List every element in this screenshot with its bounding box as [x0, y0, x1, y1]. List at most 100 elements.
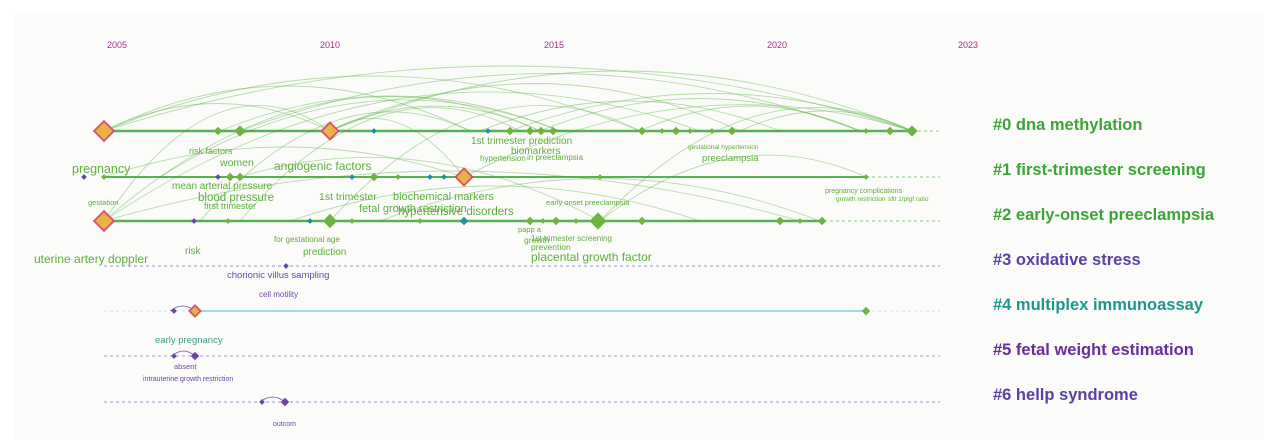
term-pregnancy: pregnancy: [72, 162, 131, 176]
citation-arc-2: [103, 65, 913, 132]
year-label-2005: 2005: [106, 40, 128, 50]
node-32: [92, 209, 116, 233]
node-3: [320, 121, 340, 141]
term-angiogenic-factors: angiogenic factors: [274, 159, 372, 173]
cluster-label-3[interactable]: #3 oxidative stress: [993, 251, 1141, 269]
node-18: [906, 125, 918, 137]
term-absent: absent: [174, 362, 197, 371]
term-preeclampsia: preeclampsia: [702, 153, 759, 164]
node-43: [573, 218, 579, 224]
citation-arc-0: [103, 85, 471, 132]
node-52: [861, 306, 871, 316]
term-gestation: gestation: [88, 198, 119, 207]
term-hypertension: hypertension: [480, 154, 526, 163]
term-hypertensive-disorders: hypertensive disorders: [398, 206, 514, 218]
node-17: [885, 126, 895, 136]
term-pregnancy-complications: pregnancy complications: [825, 188, 903, 195]
citation-arc-10: [103, 96, 541, 222]
node-50: [171, 308, 177, 314]
cluster-label-0[interactable]: #0 dna methylation: [993, 116, 1143, 134]
citation-arc-11: [103, 91, 701, 222]
citation-arc-23: [639, 105, 861, 132]
node-42: [551, 216, 561, 226]
term-papp-a: papp a: [518, 225, 541, 234]
term-early-onset-preeclampsia: early onset preeclampsia: [546, 198, 630, 207]
node-13: [687, 128, 693, 134]
node-9: [548, 126, 558, 136]
citation-arc-16: [329, 117, 465, 178]
year-label-2015: 2015: [543, 40, 565, 50]
node-0: [92, 119, 116, 143]
citation-arc-25: [199, 111, 471, 222]
year-label-2010: 2010: [319, 40, 341, 50]
term-sflt-plgf-ratio: sflt 1/plgf ratio: [888, 196, 929, 203]
node-21: [215, 174, 221, 180]
node-44: [589, 212, 607, 230]
cluster-label-4[interactable]: #4 multiplex immunoassay: [993, 296, 1203, 314]
citation-arc-17: [103, 146, 465, 178]
node-4: [371, 128, 377, 134]
node-25: [369, 172, 379, 182]
term-1st-trimester: 1st trimester: [319, 191, 377, 203]
node-37: [349, 218, 355, 224]
node-22: [225, 172, 235, 182]
citation-arc-1: [103, 75, 641, 132]
node-49: [283, 263, 289, 269]
node-26: [395, 174, 401, 180]
node-41: [540, 218, 546, 224]
term-uterine-artery-doppler: uterine artery doppler: [34, 252, 149, 266]
term-cell-motility: cell motility: [259, 290, 299, 299]
node-27: [427, 174, 433, 180]
node-55: [259, 399, 265, 405]
node-16: [863, 128, 869, 134]
node-31: [863, 174, 869, 180]
citation-arc-18: [239, 156, 601, 222]
node-35: [307, 218, 313, 224]
term-growth: growth: [524, 235, 550, 245]
citation-arc-24: [159, 99, 561, 178]
term-first-trimester: first trimester: [204, 201, 257, 211]
citation-arc-15: [463, 104, 913, 178]
term-outcome: outcom: [273, 421, 296, 428]
node-39: [459, 216, 469, 226]
node-29: [454, 167, 474, 187]
node-36: [322, 213, 338, 229]
cluster-label-5[interactable]: #5 fetal weight estimation: [993, 341, 1194, 359]
citation-arc-14: [599, 154, 867, 222]
citation-arc-22: [479, 100, 781, 132]
term-1st-trimester-prediction: 1st trimester prediction: [471, 136, 573, 147]
cluster-label-1[interactable]: #1 first-trimester screening: [993, 161, 1206, 179]
term-biomarkers: biomarkers: [511, 146, 561, 157]
node-5: [485, 128, 491, 134]
citation-arc-5: [329, 70, 913, 132]
cluster-label-2[interactable]: #2 early-onset preeclampsia: [993, 206, 1215, 224]
term-chorionic-villus-sampling: chorionic villus sampling: [227, 270, 330, 281]
citation-arc-27: [103, 103, 331, 132]
node-1: [213, 126, 223, 136]
node-54: [190, 351, 200, 361]
citation-arc-8: [219, 95, 561, 132]
cluster-label-6[interactable]: #6 hellp syndrome: [993, 386, 1138, 404]
citation-arc-3: [239, 73, 861, 132]
node-33: [191, 218, 197, 224]
node-38: [417, 218, 423, 224]
node-28: [441, 174, 447, 180]
node-19: [81, 174, 87, 180]
term-early-pregnancy: early pregnancy: [155, 335, 223, 346]
term-women: women: [220, 157, 254, 169]
co-citation-arcs: [103, 65, 913, 403]
node-45: [637, 216, 647, 226]
year-label-2020: 2020: [766, 40, 788, 50]
node-56: [280, 397, 290, 407]
term-1st-trimester-screening: 1st trimester screening: [531, 234, 612, 243]
citation-arc-29: [739, 110, 913, 132]
term-risk: risk: [185, 246, 201, 257]
citation-arc-4: [329, 83, 741, 132]
term-blood-pressure: blood pressure: [198, 192, 275, 204]
term-mean-arterial-pressure: mean arterial pressure: [172, 181, 273, 192]
node-2: [234, 125, 246, 137]
node-12: [671, 126, 681, 136]
citation-arc-6: [509, 93, 913, 132]
